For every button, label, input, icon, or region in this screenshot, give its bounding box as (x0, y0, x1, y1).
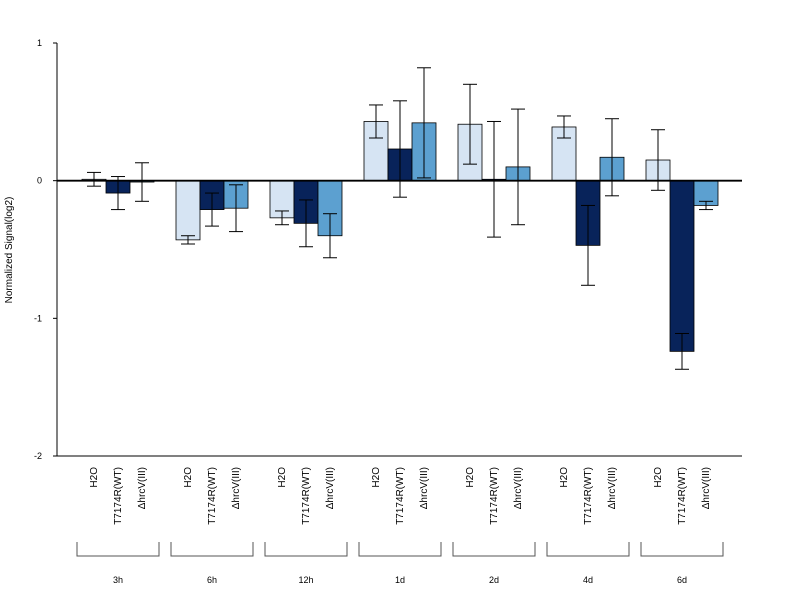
x-tick-label: ΔhrcV(III) (419, 467, 430, 509)
group-bracket (640, 542, 724, 557)
y-tick-label: 0 (37, 176, 42, 186)
y-tick-label: -1 (34, 313, 42, 323)
group-label: 6d (677, 575, 687, 585)
x-tick-label: H2O (89, 467, 100, 488)
group-brackets: 3h 6h 12h 1d 2d 4d 6d (76, 542, 724, 585)
y-axis: 1 0 -1 -2 (34, 38, 58, 461)
x-tick-label: H2O (559, 467, 570, 488)
bar (175, 180, 201, 241)
group-label: 12h (298, 575, 313, 585)
x-tick-label: T7174R(WT) (207, 467, 218, 525)
group-label: 1d (395, 575, 405, 585)
x-tick-label: H2O (465, 467, 476, 488)
group-bracket (546, 542, 630, 557)
x-tick-label: ΔhrcV(III) (701, 467, 712, 509)
x-tick-label: H2O (183, 467, 194, 488)
x-tick-label: T7174R(WT) (677, 467, 688, 525)
group-bracket (264, 542, 348, 557)
x-tick-label: T7174R(WT) (489, 467, 500, 525)
x-tick-label: ΔhrcV(III) (607, 467, 618, 509)
x-axis-labels: H2O T7174R(WT) ΔhrcV(III) H2O T7174R(WT) Δhrc… (89, 467, 712, 525)
bar (669, 180, 695, 352)
x-tick-label: ΔhrcV(III) (325, 467, 336, 509)
x-tick-label: H2O (371, 467, 382, 488)
group-bracket (76, 542, 160, 557)
x-tick-label: ΔhrcV(III) (137, 467, 148, 509)
group-bracket (358, 542, 442, 557)
y-tick-label: -2 (34, 451, 42, 461)
x-tick-label: H2O (277, 467, 288, 488)
group-label: 6h (207, 575, 217, 585)
group-label: 3h (113, 575, 123, 585)
group-bracket (452, 542, 536, 557)
group-label: 4d (583, 575, 593, 585)
y-axis-title: Normalized Signal(log2) (4, 197, 15, 304)
x-tick-label: T7174R(WT) (583, 467, 594, 525)
x-tick-label: T7174R(WT) (395, 467, 406, 525)
group-bracket (170, 542, 254, 557)
x-tick-label: ΔhrcV(III) (513, 467, 524, 509)
x-tick-label: T7174R(WT) (301, 467, 312, 525)
group-label: 2d (489, 575, 499, 585)
x-tick-label: ΔhrcV(III) (231, 467, 242, 509)
x-tick-label: T7174R(WT) (113, 467, 124, 525)
x-tick-label: H2O (653, 467, 664, 488)
y-tick-label: 1 (37, 38, 42, 48)
